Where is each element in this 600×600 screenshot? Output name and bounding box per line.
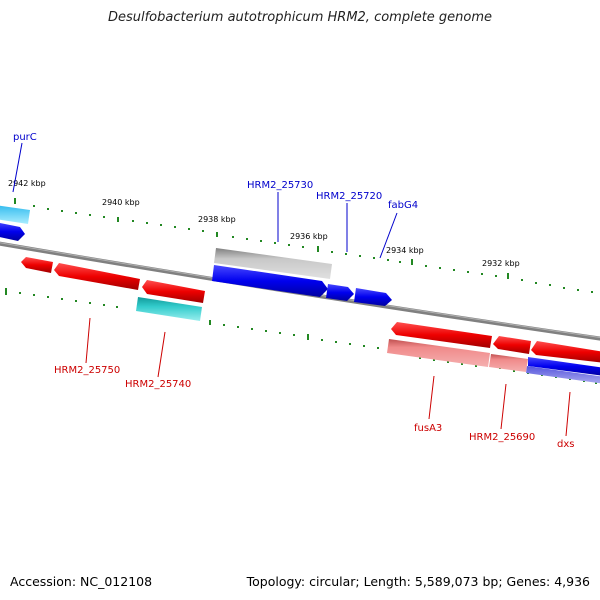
label-hrm2-25750: HRM2_25750 bbox=[54, 365, 120, 376]
label-hrm2-25730: HRM2_25730 bbox=[247, 180, 313, 191]
gene-hrm2-25690-red bbox=[493, 336, 531, 354]
label-hrm2-25690: HRM2_25690 bbox=[469, 432, 535, 443]
scale-label-2932: 2932 kbp bbox=[482, 259, 520, 268]
gene-dxs-blue bbox=[528, 357, 600, 376]
gene-dxs-lavender bbox=[526, 366, 600, 384]
gene-hrm2-25690-pink bbox=[489, 354, 528, 372]
upper-tick-row bbox=[14, 198, 593, 293]
gene-fusa3 bbox=[391, 322, 492, 348]
accession-text: Accession: NC_012108 bbox=[10, 574, 153, 589]
gene-left-small-red bbox=[21, 257, 53, 273]
label-dxs: dxs bbox=[557, 439, 574, 450]
gene-fusa3-pink bbox=[387, 339, 490, 367]
leader-fusa3 bbox=[428, 375, 435, 420]
leader-hrm2-25740 bbox=[157, 331, 166, 378]
scale-label-2936: 2936 kbp bbox=[290, 232, 328, 241]
leader-hrm2-25750 bbox=[85, 317, 91, 364]
gene-hrm2-25740-red bbox=[142, 280, 205, 303]
gene-hrm2-25730 bbox=[212, 265, 328, 297]
genome-summary-text: Topology: circular; Length: 5,589,073 bp… bbox=[246, 574, 590, 589]
scale-label-2942: 2942 kbp bbox=[8, 179, 46, 188]
gene-fabg4 bbox=[354, 288, 392, 306]
scale-label-2938: 2938 kbp bbox=[198, 215, 236, 224]
gene-hrm2-25750 bbox=[54, 263, 140, 290]
scale-label-2940: 2940 kbp bbox=[102, 198, 140, 207]
purc-feature bbox=[0, 205, 30, 224]
leader-fabg4 bbox=[379, 212, 398, 259]
left-blue-gene bbox=[0, 223, 25, 241]
label-fusa3: fusA3 bbox=[414, 423, 442, 434]
gene-dxs-red bbox=[531, 341, 600, 363]
leader-hrm2-25690 bbox=[500, 383, 507, 430]
leader-purc bbox=[12, 142, 23, 193]
gene-hrm2-25720 bbox=[326, 284, 354, 301]
gene-hrm2-25730-gray bbox=[214, 248, 332, 279]
gene-hrm2-25740-rna bbox=[136, 297, 202, 321]
scale-label-2934: 2934 kbp bbox=[386, 246, 424, 255]
genome-title: Desulfobacterium autotrophicum HRM2, com… bbox=[107, 10, 493, 25]
label-hrm2-25740: HRM2_25740 bbox=[125, 379, 191, 390]
label-purc: purC bbox=[13, 132, 37, 143]
label-fabg4: fabG4 bbox=[388, 200, 418, 211]
leader-dxs bbox=[565, 391, 571, 437]
label-hrm2-25720: HRM2_25720 bbox=[316, 191, 382, 202]
